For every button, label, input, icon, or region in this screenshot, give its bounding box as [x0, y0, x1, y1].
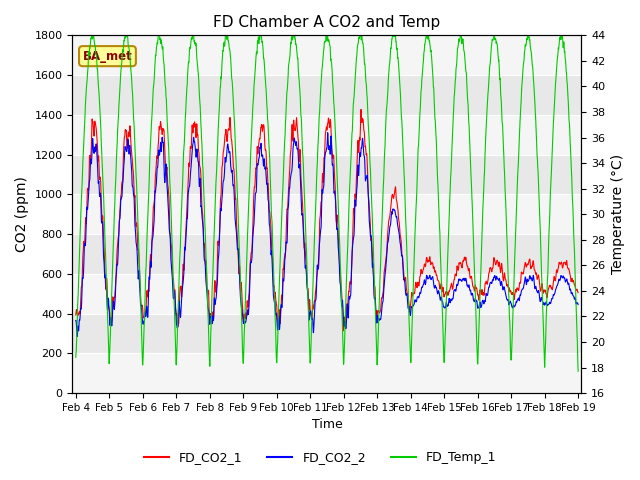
Bar [72, 75, 582, 115]
Y-axis label: CO2 (ppm): CO2 (ppm) [15, 176, 29, 252]
Legend: FD_CO2_1, FD_CO2_2, FD_Temp_1: FD_CO2_1, FD_CO2_2, FD_Temp_1 [139, 446, 501, 469]
Title: FD Chamber A CO2 and Temp: FD Chamber A CO2 and Temp [213, 15, 440, 30]
Bar [72, 274, 582, 313]
Bar [72, 115, 582, 155]
X-axis label: Time: Time [312, 419, 342, 432]
Bar [72, 155, 582, 194]
Bar [72, 234, 582, 274]
Bar [72, 313, 582, 353]
Text: BA_met: BA_met [83, 49, 132, 63]
Bar [72, 36, 582, 75]
Y-axis label: Temperature (°C): Temperature (°C) [611, 154, 625, 274]
Bar [72, 353, 582, 393]
Bar [72, 194, 582, 234]
